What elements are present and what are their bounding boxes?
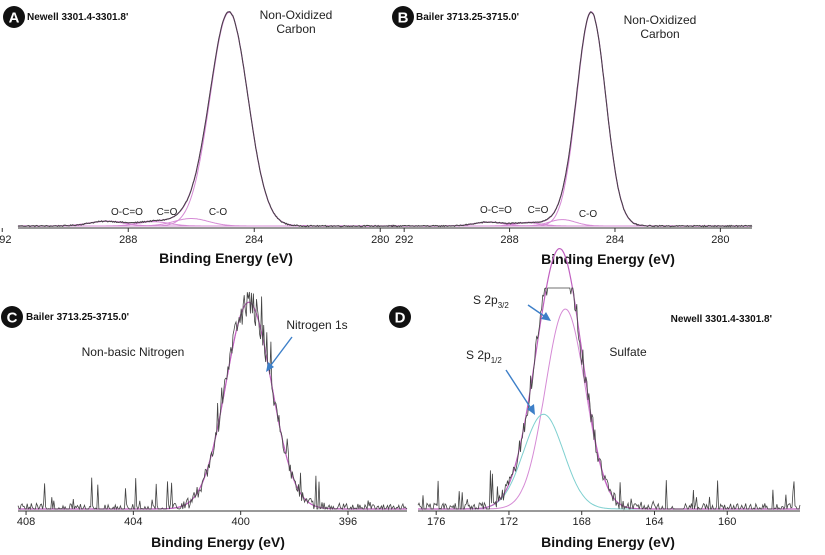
- panel-c-arrow-head: [266, 362, 274, 372]
- panel-d-x-tick-label: 176: [427, 516, 445, 528]
- panel-b-badge: [392, 6, 414, 28]
- panel-c-x-tick-label: 408: [17, 516, 35, 528]
- panel-b-annotation-non-oxidized: Non-Oxidized: [624, 13, 697, 27]
- panel-d-label-s2p32: S 2p3/2: [473, 293, 509, 310]
- panel-b-x-tick-label: 292: [395, 234, 413, 246]
- panel-d-x-axis-title: Binding Energy (eV): [541, 534, 675, 550]
- panel-a-annotation-co: C-O: [209, 207, 228, 218]
- panel-b-component-non-oxidized-carbon: [391, 11, 752, 227]
- panel-a-x-tick-label: 292: [0, 234, 11, 246]
- panel-a-measured-spectrum: [17, 10, 397, 228]
- panel-d-measured-spectrum: [417, 287, 801, 511]
- panel-c-badge-letter: C: [7, 310, 18, 327]
- panel-c-sample-label: Bailer 3713.25-3715.0': [26, 312, 129, 323]
- panel-d-fit-envelope: [418, 247, 800, 510]
- panel-c: C Bailer 3713.25-3715.0' 408 404 400 396 No…: [1, 291, 408, 550]
- panel-b-sample-label: Bailer 3713.25-3715.0': [416, 12, 519, 23]
- panel-d-arrow-s2p32: [527, 304, 551, 321]
- panel-d-arrow-s2p12-head: [527, 404, 535, 415]
- panel-a-plot: 292 288 284 280: [0, 10, 397, 246]
- panel-d-x-tick-label: 160: [718, 516, 736, 528]
- panel-d-arrow-s2p12: [505, 369, 535, 415]
- panel-c-x-axis-title: Binding Energy (eV): [151, 534, 285, 550]
- panel-c-x-tick-label: 404: [124, 516, 142, 528]
- panel-c-fit-envelope: [18, 301, 407, 510]
- panel-b-x-tick-label: 284: [606, 234, 624, 246]
- panel-c-x-tick-label: 400: [231, 516, 249, 528]
- panel-b-x-axis-title: Binding Energy (eV): [541, 251, 675, 267]
- panel-a-annotation-non-oxidized: Non-Oxidized: [260, 8, 333, 22]
- panel-a: A Newell 3301.4-3301.8' 292 288 284 280 Non…: [0, 6, 397, 266]
- panel-d: D Newell 3301.4-3301.8' 176 172 168 164 160 …: [389, 247, 801, 550]
- panel-b-annotation-co: C-O: [579, 209, 598, 220]
- panel-a-annotation-cdo: C=O: [157, 207, 178, 218]
- panel-a-x-axis-title: Binding Energy (eV): [159, 250, 293, 266]
- panel-d-annotation-sulfate: Sulfate: [609, 345, 647, 359]
- panel-b-annotation-ocdo: O-C=O: [480, 205, 512, 216]
- panel-d-label-s2p32-main: S 2p: [473, 293, 498, 307]
- panel-d-x-tick-label: 164: [645, 516, 663, 528]
- panel-c-badge: [1, 306, 23, 328]
- panel-d-component-s-2p1-2: [418, 413, 800, 510]
- panel-b-fit-envelope: [391, 11, 752, 227]
- panel-d-sample-label: Newell 3301.4-3301.8': [671, 314, 772, 325]
- panel-b-annotation-cdo: C=O: [528, 205, 549, 216]
- panel-d-arrow-s2p12-shaft: [505, 369, 533, 411]
- panel-b-x-tick-label: 280: [711, 234, 729, 246]
- panel-b: B Bailer 3713.25-3715.0' 292 288 284 280 No…: [390, 6, 753, 267]
- panel-a-sample-label: Newell 3301.4-3301.8': [27, 12, 128, 23]
- panel-a-component-non-oxidized-carbon: [18, 11, 396, 227]
- panel-d-badge: [389, 306, 411, 328]
- panel-b-badge-letter: B: [398, 10, 409, 27]
- panel-c-component-nitrogen-1s: [18, 301, 407, 510]
- panel-d-label-s2p12: S 2p1/2: [466, 348, 502, 365]
- panel-c-arrow: [266, 336, 293, 372]
- panel-a-badge-letter: A: [9, 10, 20, 27]
- panel-b-annotation-carbon: Carbon: [640, 27, 679, 41]
- panel-d-label-s2p12-main: S 2p: [466, 348, 491, 362]
- panel-a-x-tick-label: 288: [119, 234, 137, 246]
- panel-d-x-tick-label: 172: [500, 516, 518, 528]
- panel-c-annotation-nitrogen-1s: Nitrogen 1s: [286, 318, 347, 332]
- panel-d-component-s-2p3-2: [418, 308, 800, 510]
- panel-d-x-tick-label: 168: [573, 516, 591, 528]
- panel-a-annotation-carbon: Carbon: [276, 22, 315, 36]
- panel-d-arrow-s2p32-head: [541, 312, 551, 321]
- panel-c-x-tick-label: 396: [339, 516, 357, 528]
- panel-c-measured-spectrum: [17, 291, 408, 511]
- panel-d-badge-letter: D: [395, 310, 406, 327]
- panel-b-measured-spectrum: [390, 11, 753, 228]
- panel-c-arrow-shaft: [267, 336, 293, 370]
- panel-c-plot: 408 404 400 396: [17, 291, 408, 528]
- panel-a-x-tick-label: 284: [245, 234, 263, 246]
- panel-d-label-s2p12-sub: 1/2: [491, 356, 503, 365]
- panel-a-badge: [3, 6, 25, 28]
- panel-d-label-s2p32-sub: 3/2: [498, 301, 510, 310]
- panel-a-x-tick-label: 280: [371, 234, 389, 246]
- panel-c-annotation-non-basic-nitrogen: Non-basic Nitrogen: [82, 345, 185, 359]
- panel-b-plot: 292 288 284 280: [390, 11, 753, 246]
- panel-a-annotation-ocdo: O-C=O: [111, 207, 143, 218]
- panel-b-x-tick-label: 288: [500, 234, 518, 246]
- panel-d-plot: 176 172 168 164 160: [417, 247, 801, 528]
